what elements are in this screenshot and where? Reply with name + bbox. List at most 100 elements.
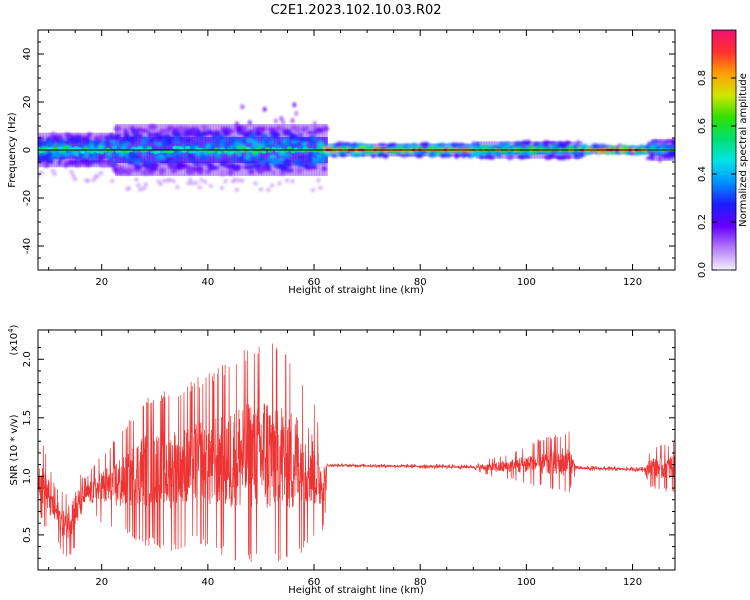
heat-outlier — [284, 178, 289, 183]
heat-blob — [267, 127, 276, 131]
snr-panel: 20 40 60 80 100 120 0.5 1.0 1.5 2.0 Height of str… — [7, 324, 676, 596]
heat-blob — [274, 132, 279, 139]
heat-blob — [180, 163, 189, 169]
heat-core — [318, 150, 325, 154]
heat-blob — [361, 152, 366, 157]
heat-blob — [125, 166, 135, 173]
heat-blob — [566, 153, 571, 160]
heat-blob — [191, 142, 200, 146]
heat-blob — [242, 125, 248, 130]
heat-outlier — [71, 173, 76, 178]
spectrogram-xlabel: Height of straight line (km) — [288, 285, 424, 296]
heat-outlier — [290, 179, 295, 184]
heat-blob — [152, 163, 161, 167]
snr-frame — [37, 329, 676, 571]
heat-blob — [196, 169, 204, 175]
heat-outlier — [253, 181, 258, 186]
heat-blob — [57, 156, 64, 161]
heat-blob — [104, 139, 110, 146]
heat-blob — [289, 133, 299, 139]
heat-outlier — [69, 169, 74, 174]
heat-core — [261, 150, 267, 154]
colorbar-gradient — [711, 29, 737, 271]
snr-ticks: 20 40 60 80 100 120 0.5 1.0 1.5 2.0 — [22, 330, 675, 588]
heat-blob — [266, 165, 272, 172]
heat-blob — [222, 159, 231, 164]
heat-outlier — [258, 187, 263, 192]
heat-blob — [370, 152, 377, 159]
heat-blob — [298, 168, 304, 172]
heat-blob — [248, 169, 255, 175]
heat-blob — [488, 154, 495, 160]
heat-blob — [311, 137, 318, 141]
heat-outlier — [188, 177, 193, 182]
spectrogram-ticks: 20 40 60 80 100 120 -40 -20 0 20 40 — [22, 29, 675, 288]
heat-outlier — [141, 186, 146, 191]
heat-outlier — [175, 185, 180, 190]
heat-outlier — [208, 184, 213, 189]
heat-outlier — [316, 178, 321, 183]
heat-blob — [320, 158, 325, 163]
heat-blob — [657, 155, 662, 163]
heat-blob — [147, 131, 153, 138]
heat-blob — [110, 141, 117, 145]
heat-blob — [239, 154, 245, 162]
heat-blob — [306, 130, 314, 135]
heat-outlier — [279, 116, 284, 122]
heat-blob — [134, 163, 142, 171]
heat-blob — [382, 151, 389, 159]
x-tick-label: 120 — [623, 277, 642, 288]
figure-title: C2E1.2023.102.10.03.R02 — [270, 3, 441, 18]
heat-blob — [562, 153, 567, 161]
spectrogram-ylabel: Frequency (Hz) — [7, 112, 18, 188]
heat-blob — [189, 156, 196, 163]
heat-blob — [279, 170, 286, 176]
x-tick-label: 40 — [201, 577, 214, 588]
heat-core — [213, 147, 219, 152]
heat-blob — [228, 136, 238, 141]
heat-outlier — [290, 118, 295, 124]
heat-core — [185, 145, 191, 150]
heat-blob — [228, 129, 235, 134]
heat-outlier — [50, 168, 55, 173]
heat-blob — [269, 139, 274, 146]
heat-blob — [73, 163, 82, 168]
heat-blob — [419, 151, 427, 156]
heat-blob — [671, 140, 675, 147]
x-tick-label: 100 — [517, 577, 536, 588]
heat-blob — [87, 132, 92, 138]
heat-outlier — [266, 187, 271, 192]
heat-core — [287, 146, 293, 150]
spectrogram-heatmap — [38, 102, 675, 193]
heat-blob — [291, 137, 300, 142]
heat-core — [111, 145, 118, 150]
heat-blob — [247, 165, 257, 169]
heat-blob — [300, 138, 310, 143]
heat-blob — [204, 169, 212, 174]
heat-outlier — [167, 178, 172, 183]
heat-blob — [294, 126, 301, 133]
heat-outlier — [136, 183, 141, 188]
heat-blob — [576, 140, 581, 145]
heat-blob — [192, 161, 202, 166]
colorbar-label: Normalized spectral amplitude — [738, 73, 749, 227]
heat-outlier — [240, 178, 245, 183]
heat-blob — [479, 153, 484, 160]
heat-outlier — [186, 181, 191, 186]
heat-outlier — [203, 179, 208, 184]
colorbar: 0.0 0.2 0.4 0.6 0.8 Normalized spectral ampl… — [697, 29, 749, 278]
heat-blob — [310, 140, 317, 146]
y-tick-label: -40 — [22, 238, 33, 254]
heat-core — [38, 146, 41, 151]
y-tick-label: 40 — [22, 48, 33, 61]
heat-blob — [423, 141, 429, 149]
heat-blob — [271, 170, 276, 175]
heat-blob — [57, 159, 62, 166]
heat-blob — [105, 154, 113, 159]
heat-blob — [49, 158, 54, 164]
x-tick-label: 80 — [414, 577, 427, 588]
heat-outlier — [247, 120, 252, 126]
heat-core — [137, 146, 143, 151]
heat-blob — [229, 157, 236, 162]
heat-outlier — [193, 180, 198, 185]
